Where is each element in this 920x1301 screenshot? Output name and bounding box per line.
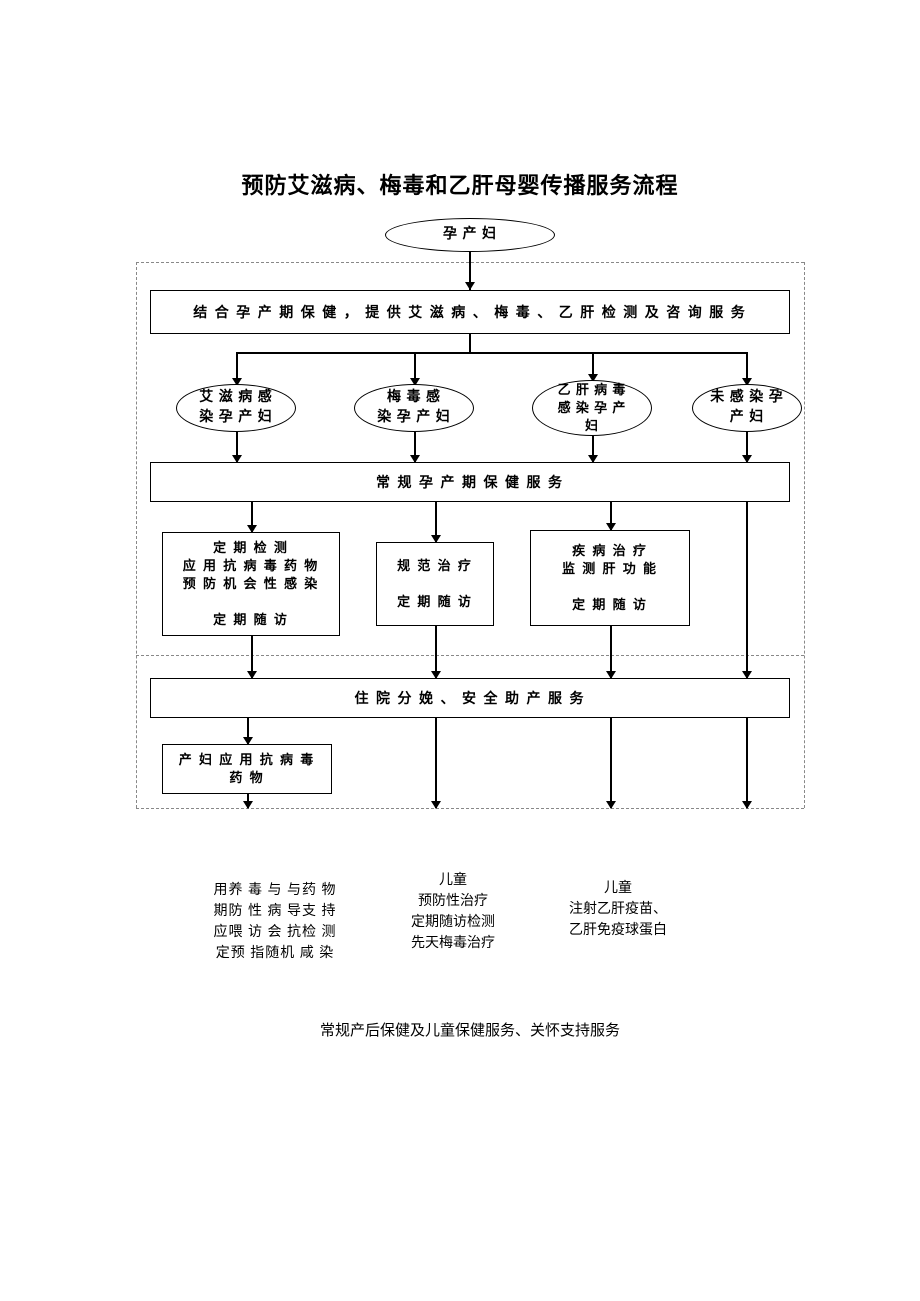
- flowchart-container: { "title": "预防艾滋病、梅毒和乙肝母婴传播服务流程", "nodes…: [0, 0, 920, 1301]
- branch-hbar: [236, 352, 746, 354]
- node-hbv-treatment: 疾 病 治 疗 监 测 肝 功 能 定 期 随 访: [530, 530, 690, 626]
- node-screening: 结 合 孕 产 期 保 健 ， 提 供 艾 滋 病 、 梅 毒 、 乙 肝 检 …: [150, 290, 790, 334]
- node-postpartum-antiviral-label: 产 妇 应 用 抗 病 毒 药 物: [179, 751, 316, 787]
- frame-left-1: [136, 262, 137, 808]
- arrow-start-screening: [465, 282, 475, 290]
- page-title: 预防艾滋病、梅毒和乙肝母婴传播服务流程: [0, 168, 920, 200]
- node-delivery: 住 院 分 娩 、 安 全 助 产 服 务: [150, 678, 790, 718]
- node-hbv-treatment-label: 疾 病 治 疗 监 测 肝 功 能 定 期 随 访: [562, 542, 658, 615]
- node-hbv: 乙 肝 病 毒 感 染 孕 产 妇: [532, 380, 652, 436]
- node-routine-care-label: 常 规 孕 产 期 保 健 服 务: [376, 472, 564, 492]
- node-syphilis-label: 梅 毒 感 染 孕 产 妇: [377, 388, 451, 427]
- textblock-child-3: 儿童 注射乙肝疫苗、 乙肝免疫球蛋白: [548, 878, 688, 941]
- node-postpartum-antiviral: 产 妇 应 用 抗 病 毒 药 物: [162, 744, 332, 794]
- node-hiv: 艾 滋 病 感 染 孕 产 妇: [176, 384, 296, 432]
- arrow-delivery-col2: [431, 801, 441, 809]
- node-screening-label: 结 合 孕 产 期 保 健 ， 提 供 艾 滋 病 、 梅 毒 、 乙 肝 检 …: [193, 302, 747, 322]
- textblock-child-2: 儿童 预防性治疗 定期随访检测 先天梅毒治疗: [388, 870, 518, 954]
- dashed-separator-2: [136, 655, 804, 656]
- dashed-separator-3: [136, 808, 804, 809]
- conn-delivery-col4: [746, 718, 748, 808]
- node-hbv-label: 乙 肝 病 毒 感 染 孕 产 妇: [558, 381, 627, 436]
- node-uninfected: 未 感 染 孕 产 妇: [692, 384, 802, 432]
- arrow-postpartum-down: [243, 801, 253, 809]
- node-hiv-label: 艾 滋 病 感 染 孕 产 妇: [199, 388, 273, 427]
- arrow-delivery-col4: [742, 801, 752, 809]
- node-start-label: 孕 产 妇: [443, 226, 497, 244]
- conn-delivery-col3: [610, 718, 612, 808]
- node-uninfected-label: 未 感 染 孕 产 妇: [710, 388, 784, 427]
- node-syphilis-treatment-label: 规 范 治 疗 定 期 随 访: [397, 557, 473, 612]
- node-syphilis-treatment: 规 范 治 疗 定 期 随 访: [376, 542, 494, 626]
- conn-routine-pass: [746, 502, 748, 678]
- node-hiv-treatment-label: 定 期 检 测 应 用 抗 病 毒 药 物 预 防 机 会 性 感 染 定 期 …: [183, 539, 320, 630]
- node-hiv-treatment: 定 期 检 测 应 用 抗 病 毒 药 物 预 防 机 会 性 感 染 定 期 …: [162, 532, 340, 636]
- footer-text: 常规产后保健及儿童保健服务、关怀支持服务: [280, 1020, 660, 1043]
- frame-right-1: [804, 262, 805, 808]
- textblock-child-1: 用养 毒 与 与药 物 期防 性 病 导支 持 应喂 访 会 抗检 测 定预 指…: [200, 880, 350, 964]
- node-syphilis: 梅 毒 感 染 孕 产 妇: [354, 384, 474, 432]
- conn-delivery-col2: [435, 718, 437, 808]
- node-start: 孕 产 妇: [385, 218, 555, 252]
- node-routine-care: 常 规 孕 产 期 保 健 服 务: [150, 462, 790, 502]
- node-delivery-label: 住 院 分 娩 、 安 全 助 产 服 务: [355, 688, 586, 708]
- conn-screening-branch: [469, 334, 471, 352]
- arrow-delivery-col3: [606, 801, 616, 809]
